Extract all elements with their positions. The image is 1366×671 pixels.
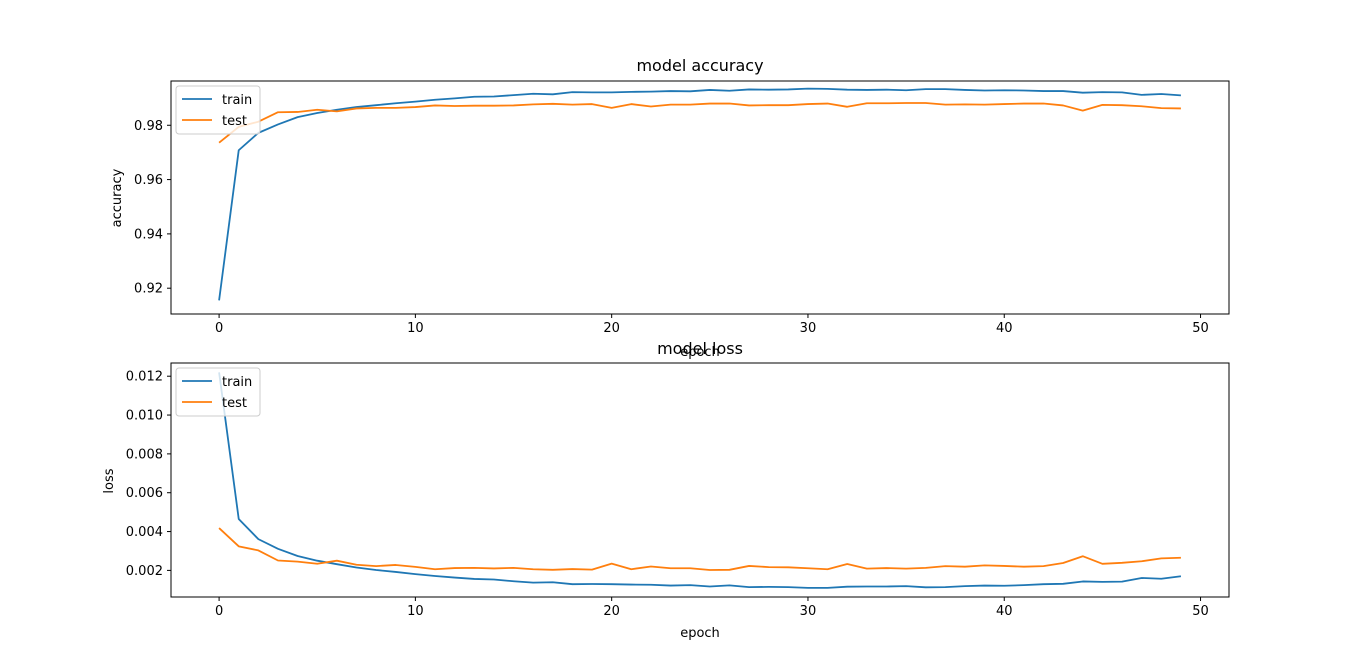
loss-y-ticks: 0.002 0.004 0.006 0.008 0.010 0.012 (126, 370, 171, 579)
loss-series-train-line (218, 372, 1182, 589)
accuracy-x-tick-label: 50 (1192, 321, 1209, 336)
accuracy-legend-box (175, 85, 261, 135)
accuracy-series-test-line (218, 102, 1181, 144)
loss-y-tick-label: 0.004 (126, 525, 163, 540)
accuracy-title: model accuracy (636, 56, 763, 75)
accuracy-x-axis-label: epoch (680, 345, 720, 360)
accuracy-legend: train test (175, 85, 261, 135)
loss-title: model loss (657, 339, 743, 358)
loss-x-tick-label: 30 (800, 604, 817, 619)
accuracy-x-tick-label: 0 (215, 321, 223, 336)
accuracy-series-train-line (218, 87, 1181, 301)
accuracy-subplot: model accuracy 0 10 20 30 40 50 0.920.940.960… (110, 56, 1230, 360)
loss-y-tick-label: 0.002 (126, 564, 163, 579)
loss-x-ticks: 0 10 20 30 40 50 (215, 597, 1209, 619)
loss-x-tick-label: 0 (215, 604, 223, 619)
loss-y-tick-label: 0.006 (126, 486, 163, 501)
loss-subplot: 0 10 20 30 40 50 0.0020.0040.0060.0080.0100.0… (102, 339, 1230, 641)
accuracy-y-tick-label: 0.98 (134, 119, 163, 134)
accuracy-x-tick-label: 30 (800, 321, 817, 336)
loss-series-test-line (218, 527, 1181, 571)
accuracy-series-layer (218, 87, 1181, 301)
loss-x-tick-label: 50 (1192, 604, 1209, 619)
loss-legend-box (175, 367, 261, 417)
accuracy-y-tick-label: 0.92 (134, 282, 163, 297)
loss-x-axis-label: epoch (680, 626, 720, 641)
loss-legend-train-label: train (222, 375, 252, 390)
accuracy-y-tick-label: 0.96 (134, 173, 163, 188)
loss-legend-test-label: test (222, 396, 247, 411)
accuracy-y-ticks: 0.92 0.94 0.96 0.98 (134, 119, 171, 297)
loss-x-tick-label: 20 (603, 604, 620, 619)
accuracy-x-tick-label: 20 (603, 321, 620, 336)
accuracy-legend-train-label: train (222, 93, 252, 108)
loss-y-tick-label: 0.010 (126, 409, 163, 424)
loss-y-tick-label: 0.008 (126, 447, 163, 462)
loss-x-tick-label: 10 (407, 604, 424, 619)
accuracy-y-axis-label: accuracy (110, 168, 125, 227)
loss-x-tick-label: 40 (996, 604, 1013, 619)
loss-y-axis-label: loss (102, 468, 117, 493)
loss-y-tick-label: 0.012 (126, 370, 163, 385)
accuracy-legend-test-label: test (222, 114, 247, 129)
accuracy-axes-frame (170, 80, 1230, 315)
accuracy-x-ticks: 0 10 20 30 40 50 (215, 314, 1209, 336)
accuracy-y-tick-label: 0.94 (134, 227, 163, 242)
accuracy-x-tick-label: 10 (407, 321, 424, 336)
accuracy-x-tick-label: 40 (996, 321, 1013, 336)
loss-legend: train test (175, 367, 261, 417)
loss-axes-frame (170, 362, 1230, 598)
loss-series-layer (218, 372, 1182, 589)
